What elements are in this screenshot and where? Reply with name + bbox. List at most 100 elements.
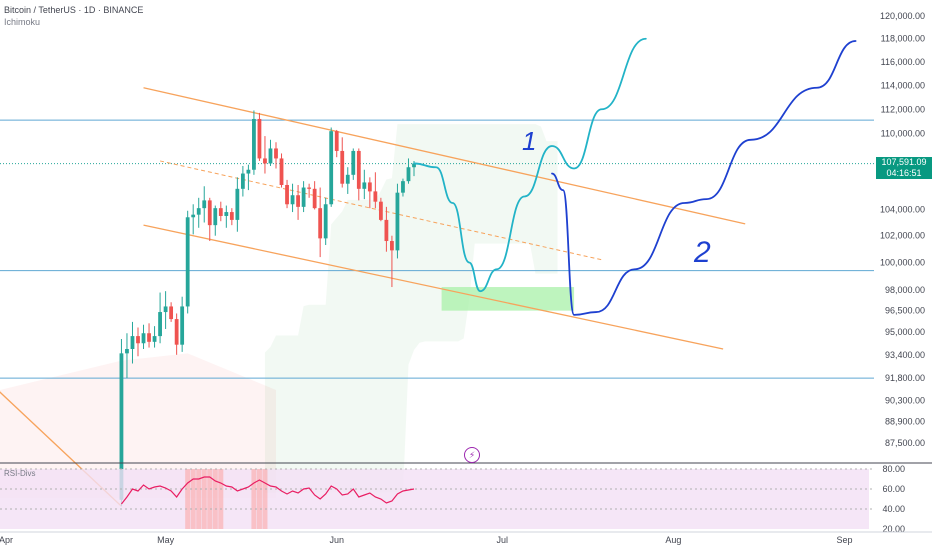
- candle: [340, 137, 345, 188]
- candle: [307, 183, 312, 198]
- candle-body: [185, 217, 190, 307]
- candle: [301, 181, 306, 213]
- candle-body: [406, 167, 411, 182]
- candle-body: [318, 208, 323, 239]
- rsi-overbought-bar: [196, 469, 202, 529]
- candle: [345, 167, 350, 194]
- price-tick-label: 95,000.00: [885, 327, 925, 337]
- projection-path-1: [413, 37, 647, 293]
- candle-body: [401, 181, 405, 193]
- projection-label-2: 2: [693, 236, 711, 269]
- candle: [130, 321, 135, 364]
- time-tick-label: Apr: [0, 535, 13, 545]
- candle: [384, 206, 389, 252]
- candle-body: [202, 200, 207, 209]
- candle: [246, 164, 251, 191]
- price-tick-label: 110,000.00: [881, 129, 925, 139]
- candle-body: [252, 118, 256, 170]
- candle-body: [191, 214, 196, 218]
- candle-body: [279, 158, 284, 185]
- cloud-area-bearish: [0, 353, 276, 499]
- price-tick-label: 120,000.00: [880, 11, 925, 21]
- price-tick-label: 102,000.00: [880, 231, 925, 241]
- candle-body: [141, 333, 146, 344]
- projection-paths: 12: [413, 37, 857, 316]
- price-tick-label: 114,000.00: [881, 80, 925, 90]
- candle: [196, 197, 201, 228]
- projection-path-2: [551, 40, 857, 316]
- candle: [263, 136, 267, 174]
- candle-body: [395, 192, 400, 251]
- price-tick-label: 87,500.00: [885, 438, 925, 448]
- rsi-overbought-bar: [190, 469, 196, 529]
- channel-line: [143, 224, 724, 350]
- rsi-band: [0, 469, 869, 529]
- candle: [268, 139, 273, 166]
- candle-body: [268, 148, 273, 164]
- rsi-overbought-bar: [207, 469, 213, 529]
- candle-body: [356, 150, 361, 189]
- candle-body: [224, 212, 229, 216]
- candle: [390, 235, 394, 288]
- candle: [318, 187, 323, 258]
- candle: [356, 148, 361, 201]
- candle-body: [390, 241, 394, 251]
- candle: [125, 333, 129, 379]
- rsi-pane: 80.00 60.00 40.00 20.00: [0, 464, 932, 534]
- candle-body: [119, 353, 124, 500]
- candlesticks: [119, 110, 416, 507]
- candle-body: [378, 201, 383, 220]
- lightning-icon[interactable]: ⚡: [464, 447, 480, 463]
- last-price: 107,591.09: [881, 157, 927, 167]
- price-tick-label: 91,800.00: [885, 373, 925, 383]
- candle: [163, 291, 168, 329]
- target-zone-rect: [441, 287, 575, 311]
- candle: [395, 183, 400, 259]
- cloud-area: [264, 124, 558, 493]
- horizontal-levels: [0, 119, 874, 379]
- candle-body: [334, 131, 339, 151]
- candle: [174, 313, 179, 355]
- candle-body: [351, 150, 356, 175]
- candle-body: [285, 184, 289, 205]
- price-tick-label: 90,300.00: [885, 395, 925, 405]
- candle: [367, 177, 372, 209]
- candle: [169, 302, 174, 322]
- channel-line: [143, 87, 746, 225]
- rsi-overbought-bar: [218, 469, 224, 529]
- candle: [207, 197, 212, 242]
- candle-body: [263, 158, 267, 164]
- candle-body: [158, 312, 162, 337]
- price-tick-label: 100,000.00: [880, 257, 925, 267]
- candle: [279, 153, 284, 188]
- candle-body: [240, 173, 245, 189]
- candle-body: [290, 195, 295, 205]
- candle-body: [312, 188, 317, 209]
- candle: [351, 148, 356, 180]
- time-tick-label: Jul: [497, 535, 509, 545]
- candle-body: [174, 319, 179, 345]
- candle: [235, 177, 240, 232]
- time-tick-label: Aug: [665, 535, 681, 545]
- candle-body: [367, 182, 372, 192]
- candle-body: [329, 131, 334, 205]
- candle: [378, 197, 383, 222]
- time-tick-label: Sep: [837, 535, 853, 545]
- candle-body: [301, 187, 306, 207]
- time-tick-label: May: [157, 535, 175, 545]
- candle: [229, 208, 234, 226]
- price-tick-label: 104,000.00: [880, 204, 925, 214]
- candle-body: [163, 306, 168, 313]
- candle: [401, 178, 405, 197]
- rsi-overbought-bar: [201, 469, 207, 529]
- candle: [224, 205, 229, 228]
- candle: [147, 323, 151, 348]
- candle: [213, 205, 218, 236]
- target-zone: [441, 287, 575, 311]
- candle: [296, 184, 300, 220]
- rsi-tick-label: 60.00: [882, 484, 905, 494]
- candle: [373, 172, 378, 209]
- last-price-tag: 107,591.09 04:16:51: [876, 157, 932, 179]
